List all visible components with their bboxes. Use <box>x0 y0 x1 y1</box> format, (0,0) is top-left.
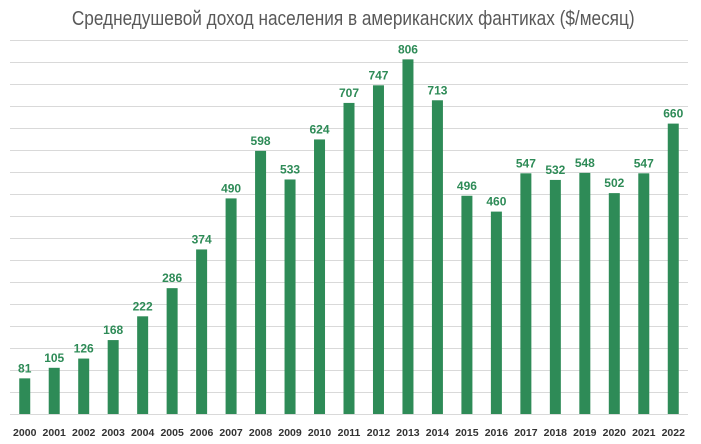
x-tick-2004: 2004 <box>131 427 155 439</box>
bar-2015 <box>461 195 473 414</box>
data-label-2021: 547 <box>634 156 654 170</box>
x-tick-2014: 2014 <box>426 427 450 439</box>
x-tick-2012: 2012 <box>367 427 391 439</box>
x-tick-2022: 2022 <box>662 427 686 439</box>
data-label-2004: 222 <box>133 299 153 313</box>
bar-2012 <box>372 85 384 414</box>
bar-2017 <box>520 173 532 414</box>
x-tick-2008: 2008 <box>249 427 273 439</box>
bar-2018 <box>549 179 561 414</box>
bar-2016 <box>490 211 502 414</box>
data-label-2003: 168 <box>103 323 123 337</box>
bar-2008 <box>255 150 267 414</box>
bar-2005 <box>166 288 178 414</box>
bar-2004 <box>137 316 149 414</box>
x-tick-2007: 2007 <box>219 427 243 439</box>
data-label-2008: 598 <box>251 134 271 148</box>
data-label-2014: 713 <box>427 83 447 97</box>
bar-2011 <box>343 102 355 415</box>
x-tick-2018: 2018 <box>544 427 568 439</box>
data-label-2018: 532 <box>545 163 565 177</box>
data-label-2017: 547 <box>516 156 536 170</box>
data-label-2006: 374 <box>192 232 212 246</box>
x-tick-2016: 2016 <box>485 427 509 439</box>
bar-2001 <box>48 367 60 414</box>
bar-2021 <box>638 173 650 414</box>
x-tick-2015: 2015 <box>455 427 479 439</box>
data-label-2022: 660 <box>663 107 683 121</box>
bar-2009 <box>284 179 296 414</box>
x-tick-2005: 2005 <box>160 427 184 439</box>
bar-2022 <box>667 123 679 414</box>
x-tick-2019: 2019 <box>573 427 597 439</box>
x-tick-2013: 2013 <box>396 427 420 439</box>
bar-2000 <box>19 378 31 414</box>
bar-2010 <box>314 139 326 414</box>
data-label-2016: 460 <box>486 195 506 209</box>
bar-2007 <box>225 198 237 414</box>
bar-2003 <box>107 340 119 414</box>
x-tick-2003: 2003 <box>101 427 125 439</box>
data-label-2000: 81 <box>18 361 32 375</box>
bar-2020 <box>608 193 620 414</box>
data-label-2019: 548 <box>575 156 595 170</box>
data-label-2001: 105 <box>44 351 64 365</box>
bar-2014 <box>431 100 443 414</box>
data-label-2010: 624 <box>310 122 330 136</box>
x-tick-2006: 2006 <box>190 427 214 439</box>
x-tick-2009: 2009 <box>278 427 302 439</box>
x-axis-ticks: 2000 2001 2002 2003 2004 2005 2006 2007 2008 2009… <box>13 427 685 439</box>
data-label-2002: 126 <box>74 342 94 356</box>
data-label-2020: 502 <box>604 176 624 190</box>
data-label-2009: 533 <box>280 162 300 176</box>
data-label-2011: 707 <box>339 86 359 100</box>
x-tick-2020: 2020 <box>603 427 627 439</box>
bar-2002 <box>78 358 90 414</box>
data-label-2005: 286 <box>162 271 182 285</box>
data-label-2007: 490 <box>221 181 241 195</box>
bars <box>19 59 679 415</box>
x-tick-2010: 2010 <box>308 427 332 439</box>
x-tick-2011: 2011 <box>338 427 361 439</box>
bar-2006 <box>196 249 208 414</box>
chart-title: Среднедушевой доход населения в американ… <box>71 8 635 30</box>
data-label-2015: 496 <box>457 179 477 193</box>
x-tick-2002: 2002 <box>72 427 96 439</box>
x-tick-2021: 2021 <box>632 427 656 439</box>
x-tick-2000: 2000 <box>13 427 37 439</box>
data-label-2012: 747 <box>368 68 388 82</box>
bar-2019 <box>579 172 591 414</box>
data-label-2013: 806 <box>398 42 418 56</box>
data-labels: 81 105 126 168 222 286 374 490 598 533 624 707 747 80… <box>18 42 684 375</box>
x-tick-2017: 2017 <box>514 427 538 439</box>
bar-2013 <box>402 59 414 415</box>
x-tick-2001: 2001 <box>43 427 67 439</box>
